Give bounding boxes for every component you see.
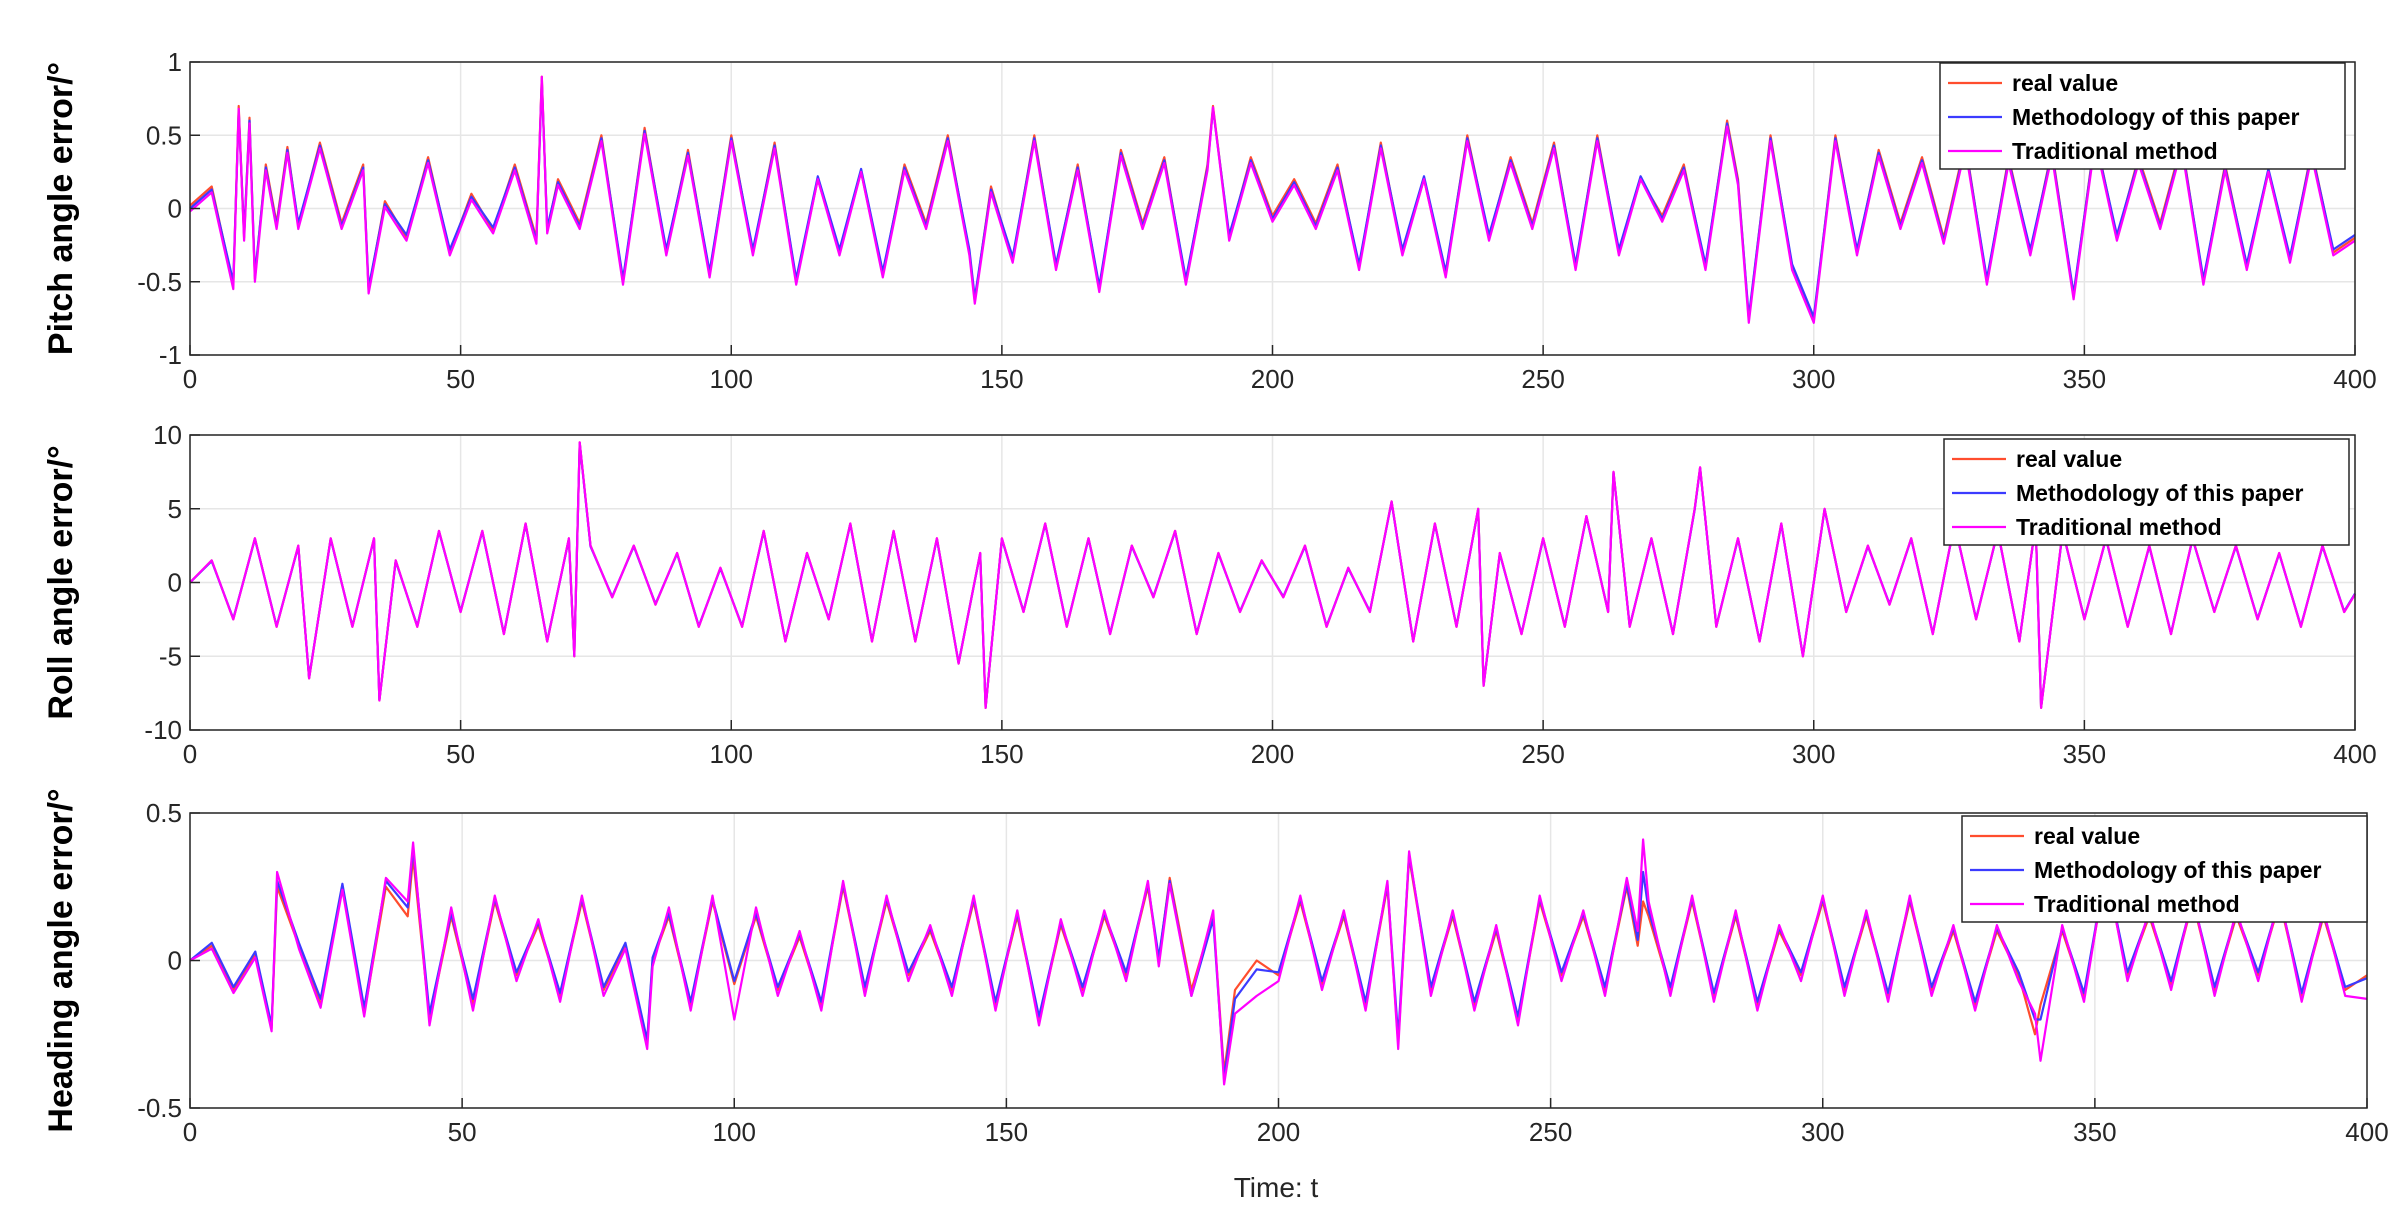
y-tick-label: -0.5 [137, 267, 182, 297]
series-line-traditional-method [189, 838, 2368, 1086]
x-tick-label: 350 [2063, 739, 2106, 769]
x-tick-label: 250 [1521, 739, 1564, 769]
y-tick-label: -1 [159, 340, 182, 370]
x-tick-label: 100 [713, 1117, 756, 1147]
y-tick-label: -0.5 [137, 1093, 182, 1123]
legend-label: Methodology of this paper [2016, 480, 2304, 506]
legend-box [1939, 62, 2346, 170]
x-tick-label: 0 [183, 739, 197, 769]
y-tick-label: 5 [168, 494, 182, 524]
y-tick-label: -10 [144, 715, 182, 745]
legend-label: Traditional method [2016, 514, 2222, 540]
x-tick-label: 400 [2345, 1117, 2388, 1147]
x-tick-label: 250 [1529, 1117, 1572, 1147]
legend: real value Methodology of this paper Tradi… [1943, 438, 2350, 546]
legend-label: real value [2012, 70, 2118, 96]
legend-box [1943, 438, 2350, 546]
y-axis-label: Pitch angle error/° [42, 62, 80, 355]
x-tick-label: 100 [710, 739, 753, 769]
y-axis-label: Heading angle error/° [42, 788, 80, 1132]
x-tick-label: 300 [1792, 739, 1835, 769]
legend: real value Methodology of this paper Tradi… [1939, 62, 2346, 170]
legend-label: real value [2034, 823, 2140, 849]
x-axis-label: Time: t [1234, 1172, 1319, 1203]
x-tick-label: 200 [1257, 1117, 1300, 1147]
y-tick-label: 0.5 [146, 798, 182, 828]
x-tick-label: 150 [980, 364, 1023, 394]
y-tick-label: 0 [168, 194, 182, 224]
subplot-1: 0 50 100 150 200 250 300 350 400 -1 -0.5 0 0.5 1 Pitch… [42, 47, 2377, 394]
x-tick-label: 200 [1251, 364, 1294, 394]
subplot-3: 0 50 100 150 200 250 300 350 400-0.500.5Heading … [42, 788, 2389, 1147]
legend-label: Traditional method [2012, 138, 2218, 164]
legend-label: Methodology of this paper [2034, 857, 2322, 883]
x-tick-label: 0 [183, 1117, 197, 1147]
x-tick-label: 300 [1801, 1117, 1844, 1147]
y-axis-label: Roll angle error/° [42, 445, 80, 719]
x-tick-label: 350 [2073, 1117, 2116, 1147]
x-tick-label: 300 [1792, 364, 1835, 394]
x-tick-label: 100 [710, 364, 753, 394]
x-tick-label: 200 [1251, 739, 1294, 769]
subplot-2: 0 50 100 150 200 250 300 350 400 -10 -5 0 5 10 Roll an… [42, 420, 2377, 769]
x-tick-label: 400 [2333, 739, 2376, 769]
legend-box [1961, 815, 2368, 923]
y-tick-label: 10 [153, 420, 182, 450]
series-line-traditional-method [189, 75, 2356, 324]
x-tick-label: 350 [2063, 364, 2106, 394]
x-tick-label: 150 [985, 1117, 1028, 1147]
x-tick-label: 250 [1521, 364, 1564, 394]
x-tick-label: 50 [446, 364, 475, 394]
x-tick-label: 400 [2333, 364, 2376, 394]
legend-label: real value [2016, 446, 2122, 472]
legend-label: Traditional method [2034, 891, 2240, 917]
y-tick-label: 1 [168, 47, 182, 77]
x-tick-label: 50 [446, 739, 475, 769]
x-tick-label: 50 [448, 1117, 477, 1147]
x-tick-label: 150 [980, 739, 1023, 769]
y-tick-label: 0 [168, 568, 182, 598]
legend: real value Methodology of this paper Tradi… [1961, 815, 2368, 923]
y-tick-label: -5 [159, 641, 182, 671]
y-tick-label: 0 [168, 946, 182, 976]
x-tick-label: 0 [183, 364, 197, 394]
y-tick-label: 0.5 [146, 120, 182, 150]
legend-label: Methodology of this paper [2012, 104, 2300, 130]
